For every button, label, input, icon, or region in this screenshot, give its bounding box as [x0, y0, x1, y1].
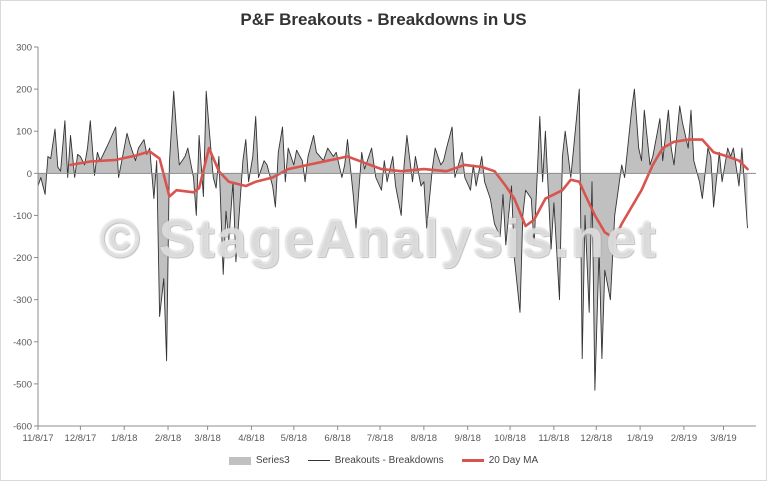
legend-item-series3: Series3 — [228, 455, 290, 466]
legend-swatch-area — [228, 456, 251, 465]
x-tick-label: 9/8/18 — [454, 433, 480, 444]
x-tick-label: 10/8/18 — [494, 433, 526, 444]
x-tick-label: 7/8/18 — [367, 433, 393, 444]
axes-layer: 3002001000-100-200-300-400-500-60011/8/1… — [13, 43, 756, 444]
chart-title: P&F Breakouts - Breakdowns in US — [240, 10, 527, 29]
breakouts-breakdowns-line-layer — [37, 88, 748, 391]
legend-swatch-thick-line — [461, 459, 484, 462]
y-tick-label: -400 — [13, 337, 32, 348]
x-tick-label: 3/8/19 — [710, 433, 736, 444]
legend-label: Breakouts - Breakdowns — [334, 455, 444, 466]
y-tick-label: 300 — [16, 43, 32, 54]
legend-label: 20 Day MA — [488, 455, 539, 466]
legend-item-20-day-ma: 20 Day MA — [461, 455, 539, 466]
series3-area — [38, 89, 748, 391]
x-tick-label: 12/8/17 — [65, 433, 97, 444]
20-day-ma-line — [69, 138, 749, 240]
legend-swatch-thin-line — [307, 460, 330, 461]
y-tick-label: -500 — [13, 379, 32, 390]
ma-line-layer — [69, 138, 749, 240]
x-tick-label: 11/8/17 — [23, 433, 54, 444]
y-tick-label: -200 — [13, 253, 32, 264]
x-tick-label: 3/8/18 — [194, 433, 220, 444]
x-tick-label: 4/8/18 — [238, 433, 264, 444]
y-tick-label: 200 — [16, 85, 32, 96]
y-tick-label: -600 — [13, 422, 32, 433]
legend-item-breakouts-breakdowns: Breakouts - Breakdowns — [307, 455, 444, 466]
chart-legend: Series3 Breakouts - Breakdowns 20 Day MA — [0, 455, 767, 466]
x-tick-label: 11/8/18 — [538, 433, 569, 444]
x-tick-label: 12/8/18 — [580, 433, 612, 444]
y-tick-label: -100 — [13, 211, 32, 222]
series3-area-layer — [38, 89, 748, 391]
x-tick-label: 8/8/18 — [411, 433, 437, 444]
x-tick-label: 6/8/18 — [324, 433, 350, 444]
y-tick-label: 0 — [27, 169, 32, 180]
x-tick-label: 5/8/18 — [281, 433, 307, 444]
x-tick-label: 1/8/19 — [627, 433, 653, 444]
x-tick-label: 2/8/19 — [671, 433, 697, 444]
y-tick-label: -300 — [13, 295, 32, 306]
breakouts-breakdowns-line — [37, 88, 748, 391]
legend-label: Series3 — [255, 455, 290, 466]
y-tick-label: 100 — [16, 127, 32, 138]
x-tick-label: 2/8/18 — [155, 433, 181, 444]
x-tick-label: 1/8/18 — [111, 433, 137, 444]
